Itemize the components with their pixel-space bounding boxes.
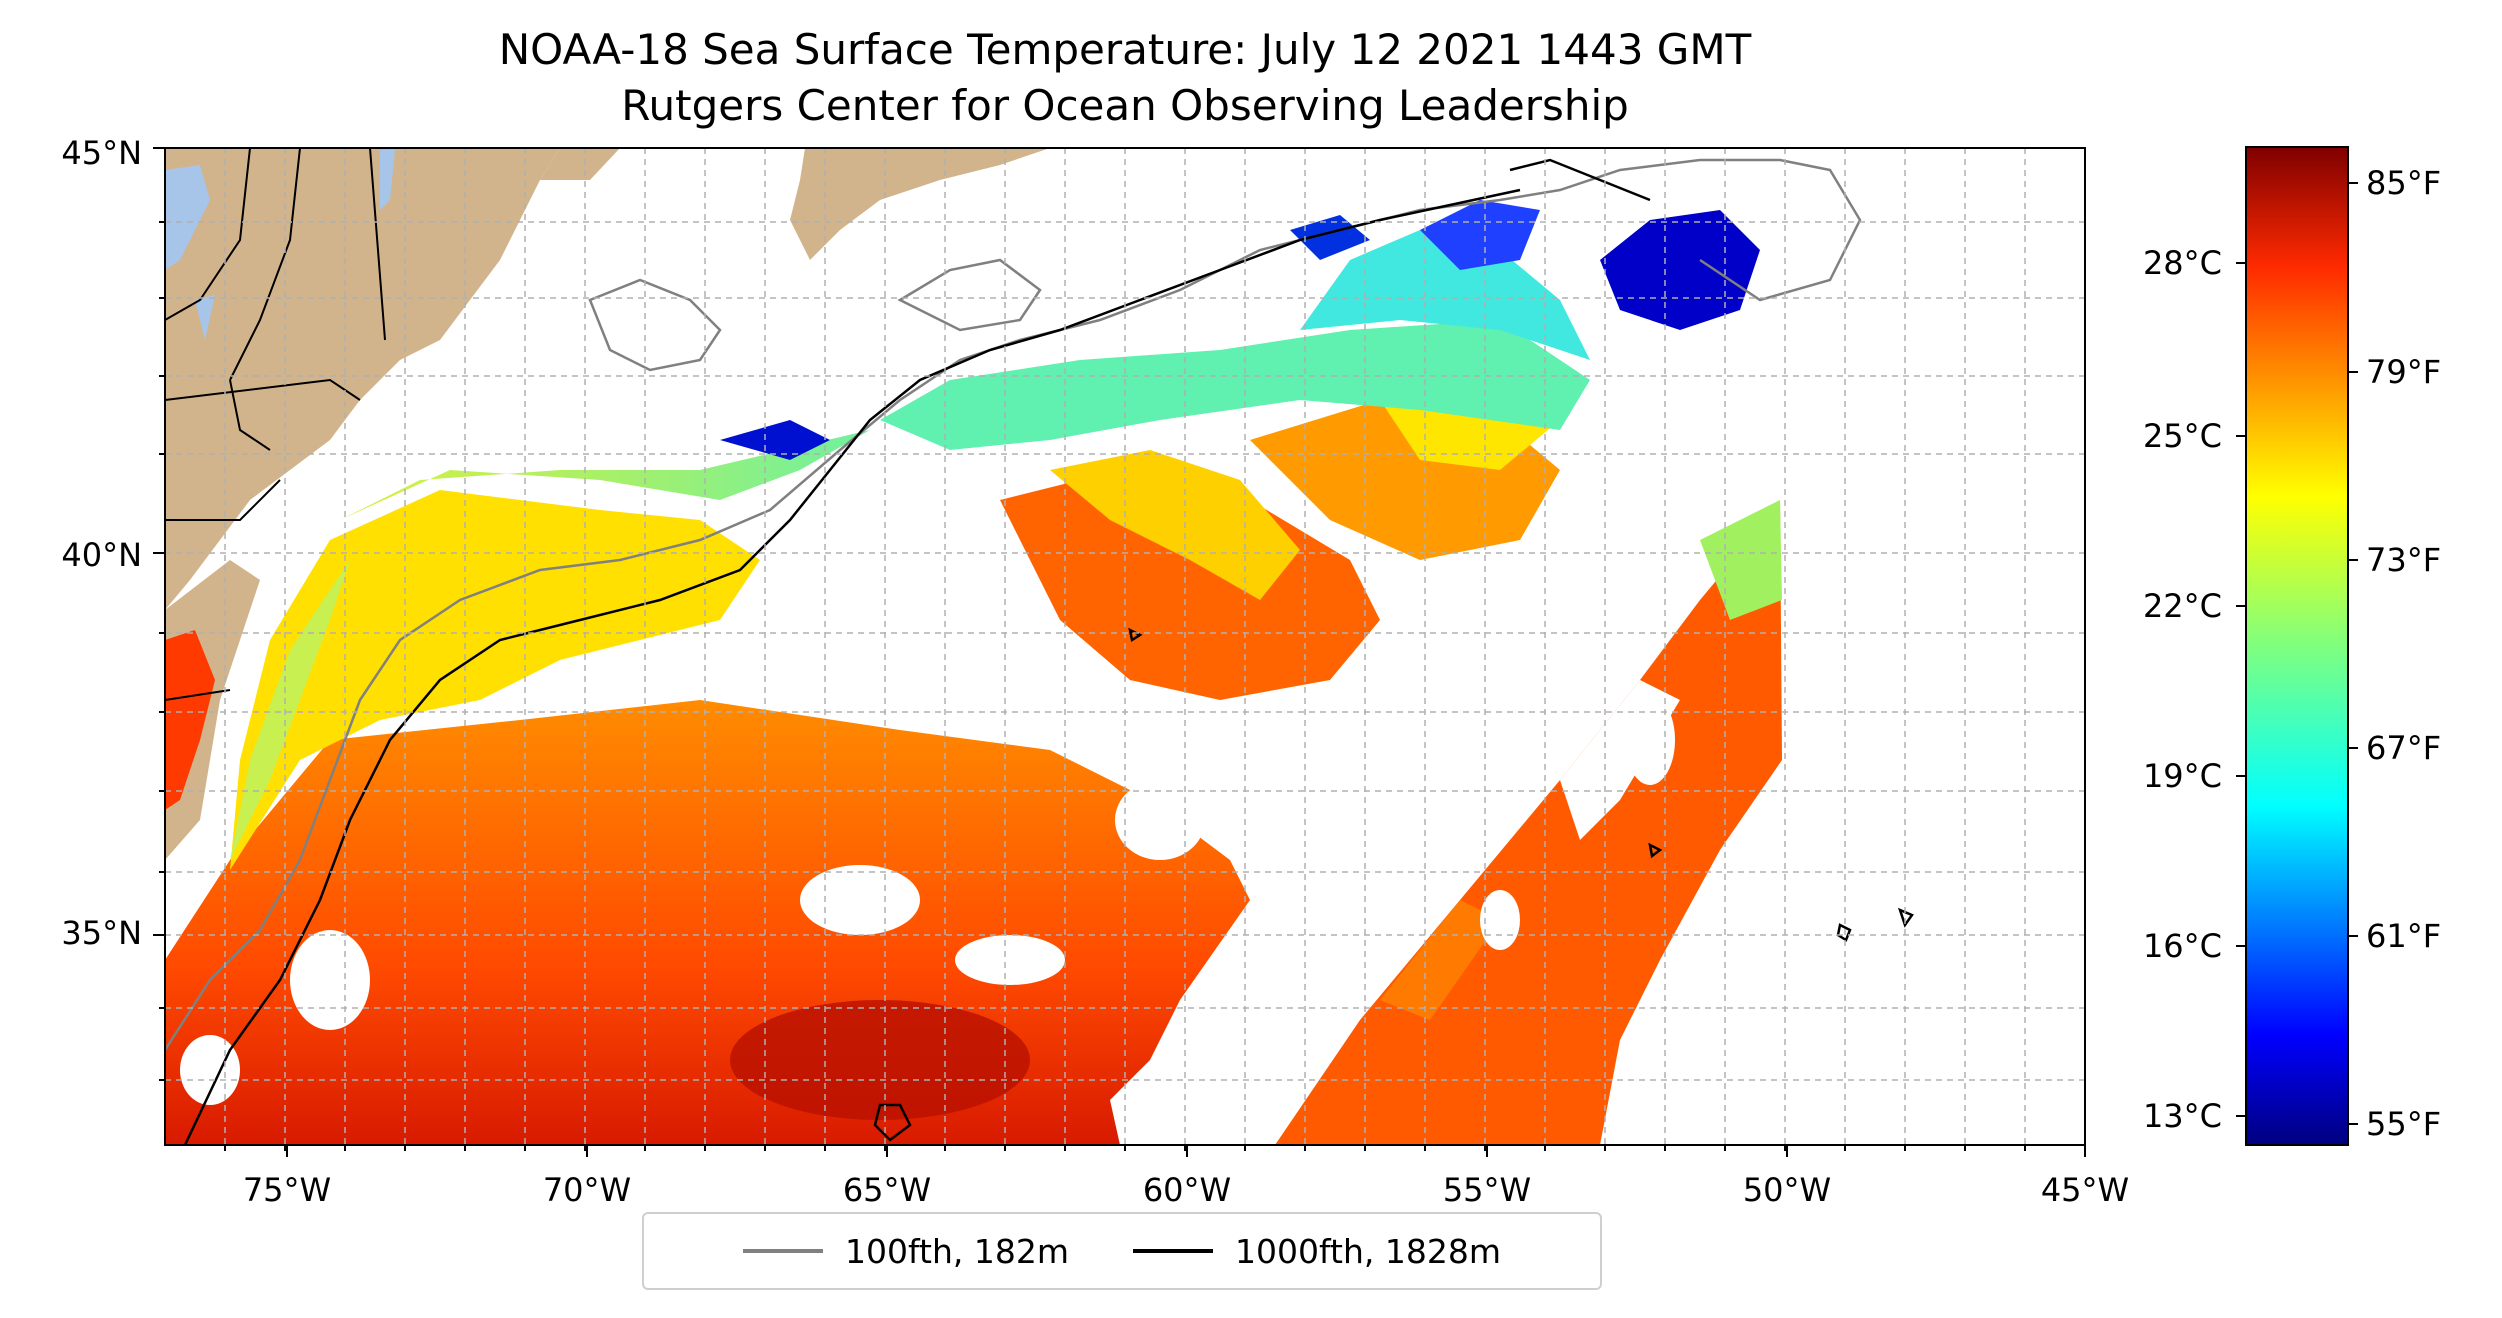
cb-fahrenheit-61: 61°F [2366, 917, 2442, 955]
map-panel [165, 148, 2085, 1145]
axis-ticks [153, 147, 2086, 1157]
cb-fahrenheit-85: 85°F [2366, 164, 2442, 202]
lon-label-50w: 50°W [1742, 1171, 1832, 1209]
legend-swatch-1000fth [1133, 1249, 1213, 1253]
legend-item-1000fth: 1000fth, 1828m [1133, 1232, 1501, 1271]
cb-celsius-19: 19°C [2142, 757, 2222, 795]
lon-label-70w: 70°W [542, 1171, 632, 1209]
cb-celsius-16: 16°C [2142, 927, 2222, 965]
legend-item-100fth: 100fth, 182m [743, 1232, 1069, 1271]
sst-field [165, 200, 1782, 1145]
lon-label-55w: 55°W [1442, 1171, 1532, 1209]
colorbar-ticks [2236, 182, 2358, 1125]
legend-swatch-100fth [743, 1249, 823, 1253]
isobath-100fth [165, 158, 1862, 1051]
cb-celsius-28: 28°C [2142, 244, 2222, 282]
lon-label-65w: 65°W [842, 1171, 932, 1209]
cb-celsius-22: 22°C [2142, 587, 2222, 625]
cb-fahrenheit-73: 73°F [2366, 541, 2442, 579]
lon-label-60w: 60°W [1142, 1171, 1232, 1209]
map-legend: 100fth, 182m 1000fth, 1828m [642, 1212, 1602, 1290]
cb-fahrenheit-55: 55°F [2366, 1105, 2442, 1143]
lon-label-45w: 45°W [2040, 1171, 2130, 1209]
state-borders [165, 148, 386, 701]
map-subtitle: Rutgers Center for Ocean Observing Leade… [621, 81, 1629, 130]
lat-label-45n: 45°N [61, 134, 142, 172]
colorbar [2245, 146, 2349, 1146]
map-title: NOAA-18 Sea Surface Temperature: July 12… [498, 25, 1752, 74]
isobath-1000fth [183, 158, 1914, 1145]
lon-label-75w: 75°W [242, 1171, 332, 1209]
lat-lon-graticule [165, 148, 2085, 1145]
legend-label-100fth: 100fth, 182m [845, 1231, 1069, 1271]
cb-celsius-13: 13°C [2142, 1097, 2222, 1135]
cb-fahrenheit-79: 79°F [2366, 353, 2442, 391]
legend-label-1000fth: 1000fth, 1828m [1235, 1231, 1501, 1271]
cb-fahrenheit-67: 67°F [2366, 729, 2442, 767]
cb-celsius-25: 25°C [2142, 417, 2222, 455]
lat-label-35n: 35°N [61, 914, 142, 952]
lat-label-40n: 40°N [61, 536, 142, 574]
land-mass [165, 148, 1050, 860]
